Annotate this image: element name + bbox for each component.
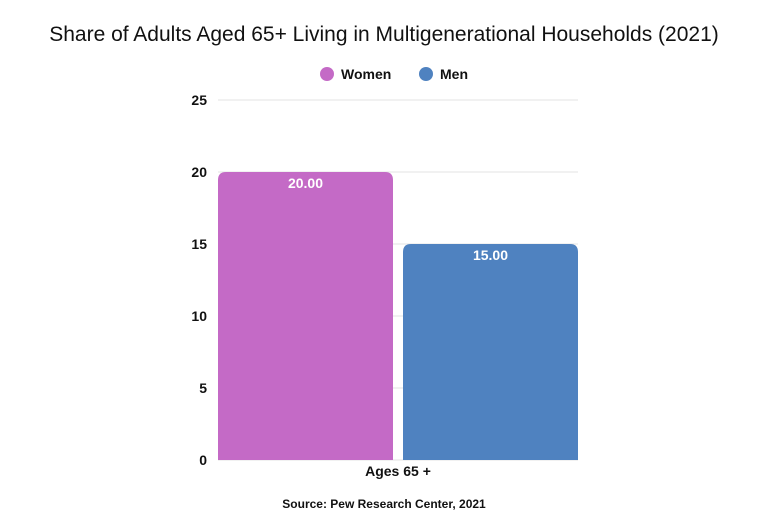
legend-label-men: Men <box>440 66 468 82</box>
chart-title: Share of Adults Aged 65+ Living in Multi… <box>49 23 719 46</box>
legend-marker-women <box>320 67 334 81</box>
y-tick-label: 20 <box>191 164 207 180</box>
y-axis-ticks: 0 5 10 15 20 25 <box>191 92 207 468</box>
data-labels: 20.00 15.00 <box>288 175 508 263</box>
y-tick-label: 5 <box>199 380 207 396</box>
bar-women <box>218 172 393 460</box>
category-label: Ages 65 + <box>365 463 431 479</box>
data-label-men: 15.00 <box>473 247 508 263</box>
legend: Women Men <box>320 66 468 82</box>
y-tick-label: 25 <box>191 92 207 108</box>
bar-men <box>403 244 578 460</box>
legend-label-women: Women <box>341 66 391 82</box>
legend-marker-men <box>419 67 433 81</box>
y-tick-label: 10 <box>191 308 207 324</box>
bars <box>218 172 578 460</box>
y-tick-label: 0 <box>199 452 207 468</box>
y-tick-label: 15 <box>191 236 207 252</box>
source-note: Source: Pew Research Center, 2021 <box>282 497 486 511</box>
data-label-women: 20.00 <box>288 175 323 191</box>
